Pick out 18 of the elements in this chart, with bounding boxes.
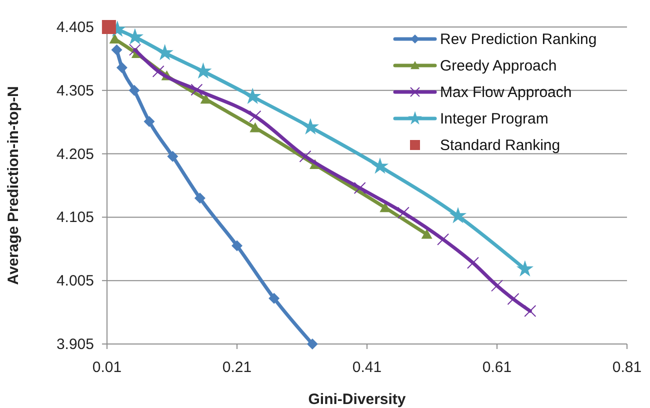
y-tick-label: 4.405 [56, 19, 94, 36]
x-tick-label: 0.81 [612, 359, 642, 376]
y-tick-label: 4.105 [56, 209, 94, 226]
y-tick-label: 4.005 [56, 272, 94, 290]
x-tick-label: 0.41 [352, 359, 382, 376]
legend-label: Integer Program [440, 110, 548, 128]
legend-label: Standard Ranking [440, 137, 560, 154]
y-tick-label: 4.305 [56, 82, 94, 100]
x-tick-label: 0.21 [222, 359, 252, 376]
legend-label: Rev Prediction Ranking [440, 31, 597, 48]
x-tick-label: 0.61 [482, 359, 512, 376]
x-axis-title: Gini-Diversity [308, 391, 406, 408]
y-tick-label: 3.905 [56, 336, 94, 353]
legend-label: Greedy Approach [440, 58, 557, 74]
x-tick-label: 0.01 [92, 359, 122, 376]
y-axis-title: Average Prediction-in-top-N [5, 86, 22, 285]
legend-label: Max Flow Approach [440, 84, 572, 101]
y-tick-label: 4.205 [56, 146, 94, 163]
